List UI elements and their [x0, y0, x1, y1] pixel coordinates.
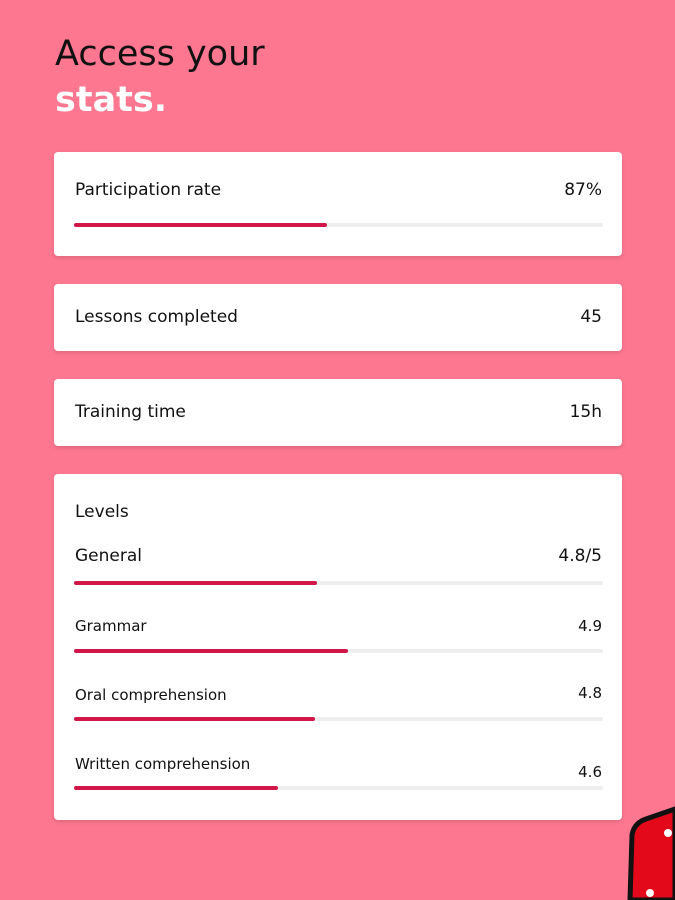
stat-label: Training time [75, 402, 186, 422]
level-label: Grammar [75, 617, 147, 635]
level-value: 4.8 [578, 684, 602, 702]
progress-fill [74, 786, 278, 790]
title: Access your [55, 34, 265, 74]
title-highlight: stats. [55, 80, 168, 120]
level-label: General [75, 546, 142, 566]
levels-title: Levels [75, 502, 129, 522]
stat-label: Participation rate [75, 180, 222, 200]
progress-fill [74, 649, 348, 653]
stat-value: 45 [580, 307, 602, 327]
progress-track [74, 717, 603, 721]
progress-track [74, 581, 603, 585]
levels-card: Levels General 4.8/5 Grammar 4.9 Oral co… [54, 474, 622, 820]
decoration-shape [627, 806, 675, 900]
stat-value: 15h [569, 402, 602, 422]
stat-card: Participation rate 87% [54, 152, 622, 256]
level-label: Written comprehension [75, 755, 251, 773]
decoration [627, 806, 675, 900]
level-value: 4.9 [578, 617, 602, 635]
progress-fill [74, 581, 317, 585]
level-value: 4.6 [578, 763, 602, 781]
stat-value: 87% [564, 180, 602, 200]
level-label: Oral comprehension [75, 686, 227, 704]
decoration-dot [646, 889, 654, 897]
progress-track [74, 223, 603, 227]
progress-track [74, 786, 603, 790]
progress-fill [74, 223, 327, 227]
stat-label: Lessons completed [75, 307, 238, 327]
stat-card: Lessons completed 45 [54, 284, 622, 351]
decoration-dot [664, 829, 672, 837]
progress-fill [74, 717, 315, 721]
progress-track [74, 649, 603, 653]
stat-card: Training time 15h [54, 379, 622, 446]
level-value: 4.8/5 [558, 546, 602, 566]
